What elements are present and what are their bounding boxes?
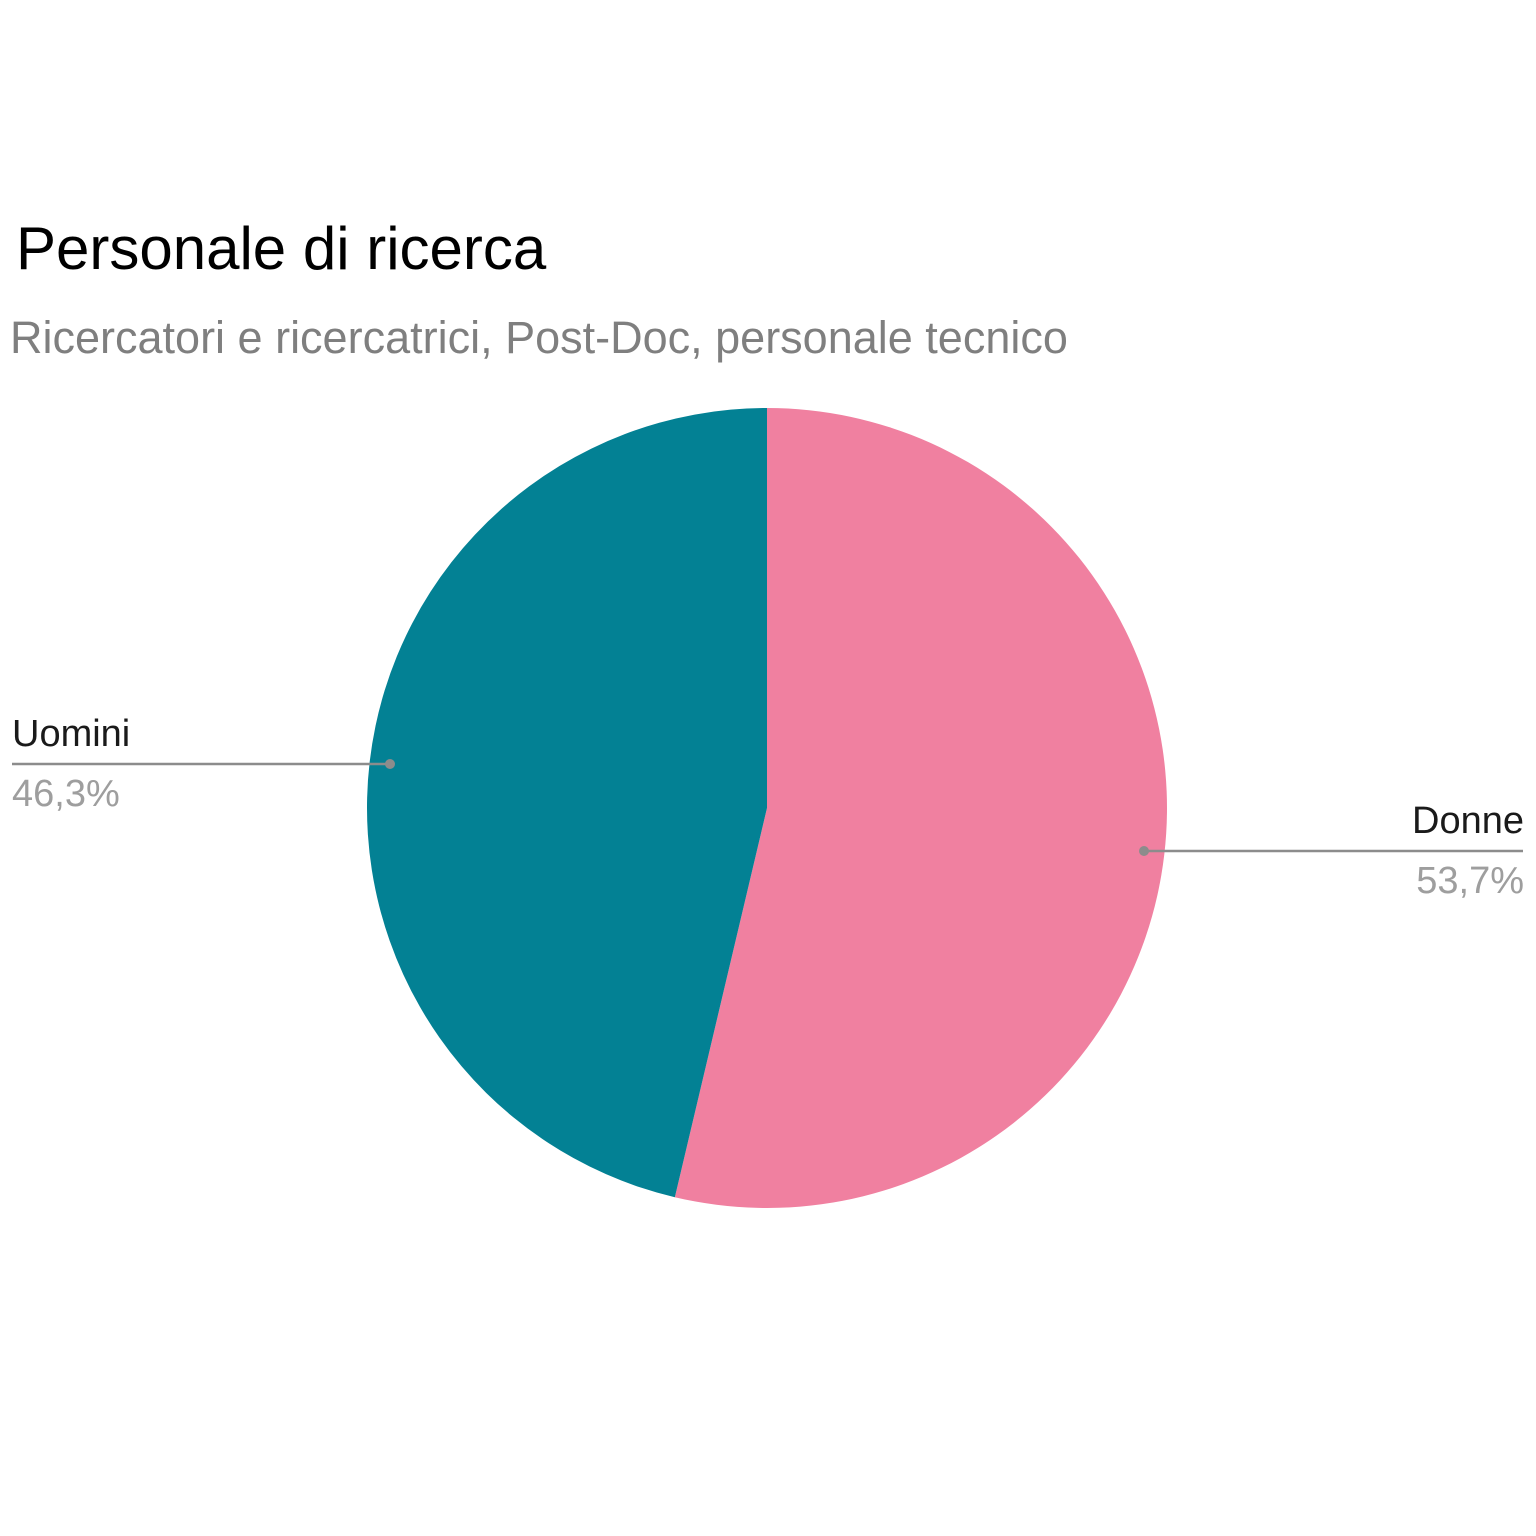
slice-value-donne: 53,7% <box>1416 860 1524 902</box>
leader-dot-donne <box>1139 846 1149 856</box>
leader-dot-uomini <box>385 759 395 769</box>
slice-label-donne: Donne <box>1412 800 1524 842</box>
pie-slice-uomini <box>366 408 767 1198</box>
chart-subtitle: Ricercatori e ricercatrici, Post-Doc, pe… <box>10 312 1068 363</box>
slice-value-uomini: 46,3% <box>12 773 120 815</box>
slice-label-uomini: Uomini <box>12 713 131 755</box>
pie-slice-donne <box>674 408 1167 1208</box>
chart-title: Personale di ricerca <box>16 215 547 282</box>
